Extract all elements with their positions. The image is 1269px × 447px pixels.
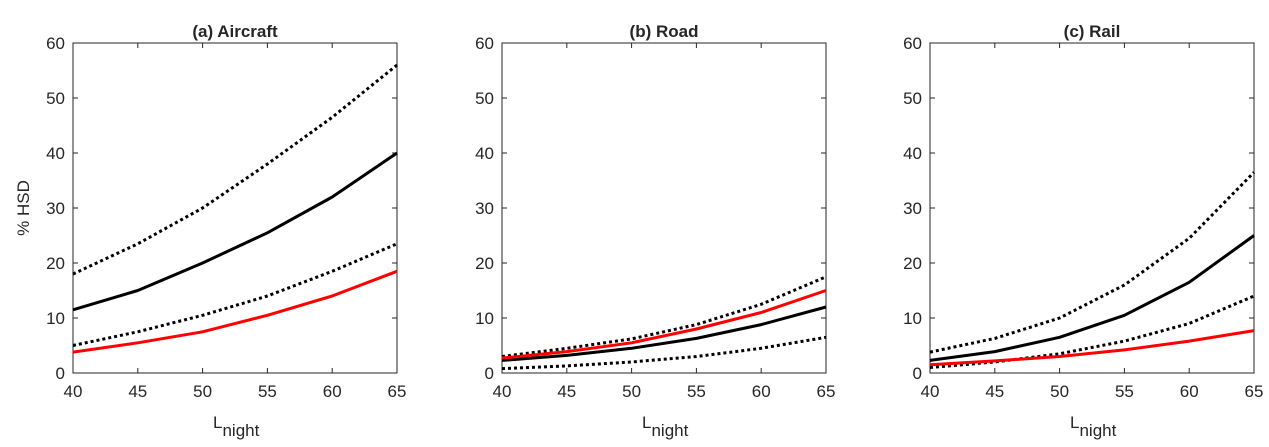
y-tick-label: 40: [903, 144, 922, 163]
plot-area: [929, 42, 1255, 374]
y-tick-label: 50: [903, 89, 922, 108]
y-tick-label: 50: [46, 89, 65, 108]
x-tick-label: 40: [493, 382, 512, 401]
y-tick-label: 0: [485, 364, 494, 383]
y-tick-label: 10: [46, 309, 65, 328]
series-line: [501, 275, 827, 358]
x-tick-label: 60: [752, 382, 771, 401]
series-line: [72, 242, 398, 347]
chart-title: (a) Aircraft: [192, 22, 278, 41]
x-axis-label-subscript: night: [1079, 421, 1116, 440]
y-tick-label: 40: [475, 144, 494, 163]
y-tick-label: 10: [903, 309, 922, 328]
x-axis-label-base: L: [213, 413, 222, 432]
series-line: [929, 171, 1256, 354]
x-axis-label-subscript: night: [222, 421, 259, 440]
y-axis-label: % HSD: [14, 180, 33, 236]
x-tick-label: 50: [193, 382, 212, 401]
y-tick-label: 20: [903, 254, 922, 273]
x-axis-label-base: L: [1070, 413, 1079, 432]
y-tick-label: 20: [475, 254, 494, 273]
chart-title: (b) Road: [630, 22, 699, 41]
x-tick-label: 50: [622, 382, 641, 401]
plot-area: [501, 42, 827, 374]
x-tick-label: 40: [64, 382, 83, 401]
y-tick-label: 20: [46, 254, 65, 273]
y-tick-label: 30: [903, 199, 922, 218]
series-line: [72, 269, 398, 354]
chart-title: (c) Rail: [1064, 22, 1121, 41]
series-line: [929, 329, 1255, 367]
x-axis-label-subscript: night: [651, 421, 688, 440]
x-tick-label: 55: [687, 382, 706, 401]
x-tick-label: 60: [1180, 382, 1199, 401]
y-tick-label: 30: [475, 199, 494, 218]
y-tick-label: 60: [903, 34, 922, 53]
x-tick-label: 50: [1050, 382, 1069, 401]
x-axis-label: Lnight: [213, 413, 260, 440]
x-tick-label: 45: [985, 382, 1004, 401]
x-axis-label: Lnight: [1070, 413, 1117, 440]
series-line: [501, 289, 827, 360]
x-tick-label: 65: [388, 382, 407, 401]
series-line: [501, 335, 827, 371]
x-tick-label: 60: [323, 382, 342, 401]
series-line: [929, 234, 1255, 362]
y-tick-label: 0: [913, 364, 922, 383]
x-tick-label: 40: [921, 382, 940, 401]
x-tick-label: 45: [557, 382, 576, 401]
y-tick-label: 40: [46, 144, 65, 163]
y-tick-label: 60: [46, 34, 65, 53]
y-tick-label: 0: [56, 364, 65, 383]
x-tick-label: 65: [817, 382, 836, 401]
series-line: [72, 151, 398, 312]
x-tick-label: 45: [128, 382, 147, 401]
x-tick-label: 55: [258, 382, 277, 401]
y-tick-label: 60: [475, 34, 494, 53]
y-tick-label: 50: [475, 89, 494, 108]
x-axis-label: Lnight: [642, 413, 689, 440]
x-tick-label: 65: [1245, 382, 1264, 401]
y-tick-label: 10: [475, 309, 494, 328]
x-tick-label: 55: [1115, 382, 1134, 401]
x-axis-label-base: L: [642, 413, 651, 432]
series-line: [501, 305, 827, 362]
plot-area: [72, 42, 398, 374]
y-tick-label: 30: [46, 199, 65, 218]
